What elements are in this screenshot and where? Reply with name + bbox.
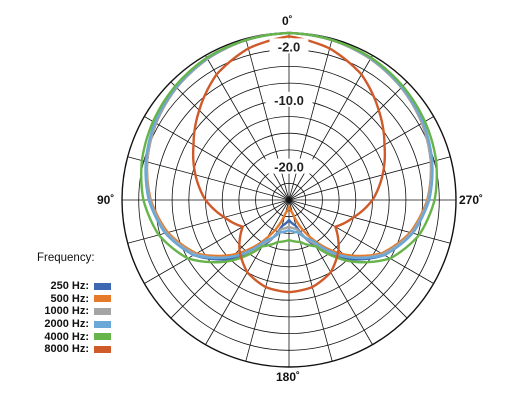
series-curve-2000hz bbox=[144, 31, 434, 260]
legend-swatch bbox=[94, 345, 111, 353]
legend-entry: 4000 Hz: bbox=[37, 330, 111, 343]
series-curve-8000hz bbox=[191, 35, 387, 294]
legend-label: 500 Hz: bbox=[50, 292, 89, 305]
radial-labels: -2.0 -10.0 -20.0 bbox=[265, 38, 313, 175]
radial-label: -2.0 bbox=[278, 39, 300, 54]
legend-entry: 8000 Hz: bbox=[37, 343, 111, 356]
grid-ring bbox=[154, 65, 424, 335]
legend-label: 8000 Hz: bbox=[44, 343, 89, 356]
angle-label-270: 270˚ bbox=[459, 193, 484, 207]
legend-label: 250 Hz: bbox=[50, 280, 89, 293]
angle-label-90: 90˚ bbox=[97, 193, 115, 207]
legend-swatch bbox=[94, 282, 111, 290]
legend-swatch bbox=[94, 333, 111, 341]
legend-entry: 250 Hz: bbox=[37, 280, 111, 293]
radial-label-bg bbox=[269, 38, 309, 54]
grid-ring bbox=[238, 149, 340, 251]
legend-entries: 250 Hz: 500 Hz: 1000 Hz: 2000 Hz: 4000 Hz: 80… bbox=[37, 280, 111, 356]
legend-title: Frequency: bbox=[37, 252, 95, 264]
grid-ring bbox=[271, 182, 307, 218]
legend-label: 1000 Hz: bbox=[44, 305, 89, 318]
legend-label: 2000 Hz: bbox=[44, 318, 89, 331]
series-curve-1000hz bbox=[145, 31, 433, 259]
legend-swatch bbox=[94, 307, 111, 315]
radial-label: -20.0 bbox=[274, 160, 304, 175]
grid-ring bbox=[221, 132, 357, 268]
radial-label: -10.0 bbox=[274, 93, 304, 108]
radial-label-bg bbox=[265, 91, 313, 107]
grid-ring bbox=[171, 82, 407, 318]
legend-entry: 500 Hz: bbox=[37, 293, 111, 306]
series-curves bbox=[140, 31, 438, 294]
series-curve-4000hz bbox=[140, 31, 438, 264]
legend-entry: 1000 Hz: bbox=[37, 305, 111, 318]
legend-swatch bbox=[94, 295, 111, 303]
legend-entry: 2000 Hz: bbox=[37, 318, 111, 331]
radial-label-bg bbox=[265, 158, 313, 174]
angle-label-180: 180˚ bbox=[276, 370, 301, 384]
legend: Frequency: 250 Hz: 500 Hz: 1000 Hz: 2000 Hz… bbox=[37, 252, 111, 356]
angle-label-0: 0˚ bbox=[282, 14, 293, 28]
legend-label: 4000 Hz: bbox=[44, 330, 89, 343]
legend-swatch bbox=[94, 320, 111, 328]
polar-grid bbox=[121, 32, 457, 368]
